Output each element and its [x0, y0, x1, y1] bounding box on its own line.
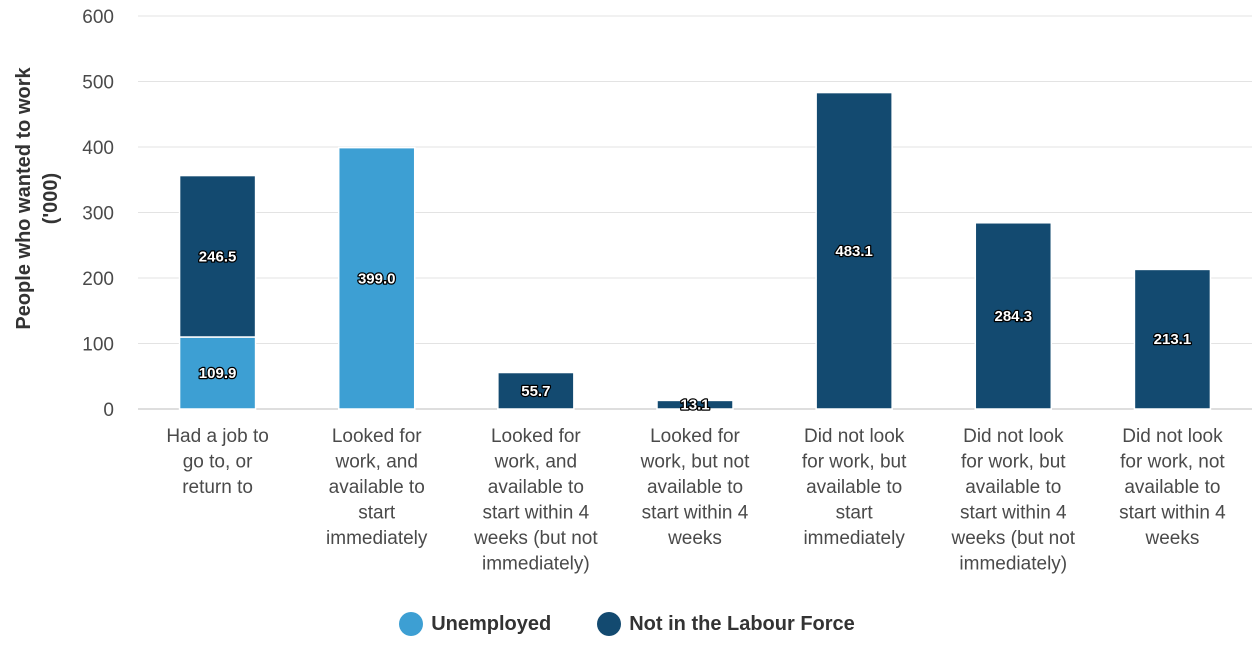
- legend-swatch-not-in-labour-force: [597, 612, 622, 636]
- x-category-label: Looked for work, and available to start wit…: [473, 426, 598, 575]
- bar-unemployed[interactable]: [178, 336, 257, 410]
- bar-unemployed[interactable]: [337, 146, 416, 410]
- bar-not-in-labour-force[interactable]: [178, 174, 257, 338]
- x-category-label: Looked for work, but not available to start…: [640, 426, 750, 549]
- y-tick-label: 200: [82, 269, 114, 290]
- bar-not-in-labour-force[interactable]: [497, 371, 575, 410]
- x-category-label: Did not look for work, but available to sta…: [950, 426, 1075, 575]
- legend-item-unemployed[interactable]: Unemployed: [399, 612, 551, 636]
- bar-not-in-labour-force[interactable]: [656, 399, 734, 410]
- x-category-label: Did not look for work, not available to sta…: [1119, 426, 1226, 549]
- y-axis-ticks: 0 100 200 300 400 500 600: [82, 7, 114, 421]
- x-axis-categories: Had a job to go to, or return to Looked for…: [166, 426, 1226, 575]
- y-tick-label: 300: [82, 204, 114, 225]
- legend-swatch-unemployed: [399, 612, 424, 636]
- bar-not-in-labour-force[interactable]: [1133, 268, 1212, 410]
- data-label: 13.1: [680, 397, 709, 414]
- data-label: 483.1: [835, 243, 873, 260]
- gridlines: [138, 15, 1252, 410]
- legend-label-not-in-labour-force: Not in the Labour Force: [629, 612, 855, 635]
- data-label: 284.3: [995, 308, 1033, 325]
- y-tick-label: 600: [82, 7, 114, 28]
- y-axis-title-line: People who wanted to work: [13, 67, 35, 330]
- data-label: 109.9: [199, 365, 237, 382]
- data-label: 55.7: [521, 383, 550, 400]
- legend-label-unemployed: Unemployed: [431, 612, 552, 635]
- y-tick-label: 100: [82, 335, 114, 356]
- data-label: 399.0: [358, 270, 396, 287]
- y-axis-title: People who wanted to work ('000): [13, 67, 62, 330]
- bar-not-in-labour-force[interactable]: [974, 222, 1053, 410]
- y-tick-label: 500: [82, 73, 114, 94]
- y-tick-label: 400: [82, 138, 114, 159]
- legend-item-not-in-labour-force[interactable]: Not in the Labour Force: [597, 612, 855, 636]
- y-tick-label: 0: [103, 400, 114, 421]
- x-category-label: Looked for work, and available to start imme…: [326, 426, 428, 549]
- bars: [178, 91, 1212, 410]
- data-label: 213.1: [1154, 331, 1192, 348]
- x-category-label: Had a job to go to, or return to: [166, 426, 268, 498]
- data-labels: 109.9 246.5 399.0 55.7 13.1 483.1 284.3 213.1: [198, 242, 1193, 415]
- bar-not-in-labour-force[interactable]: [815, 91, 893, 410]
- x-category-label: Did not look for work, but available to sta…: [802, 426, 907, 549]
- data-label: 246.5: [199, 248, 237, 265]
- legend: Unemployed Not in the Labour Force: [0, 612, 1254, 636]
- y-axis-title-line: ('000): [40, 173, 62, 224]
